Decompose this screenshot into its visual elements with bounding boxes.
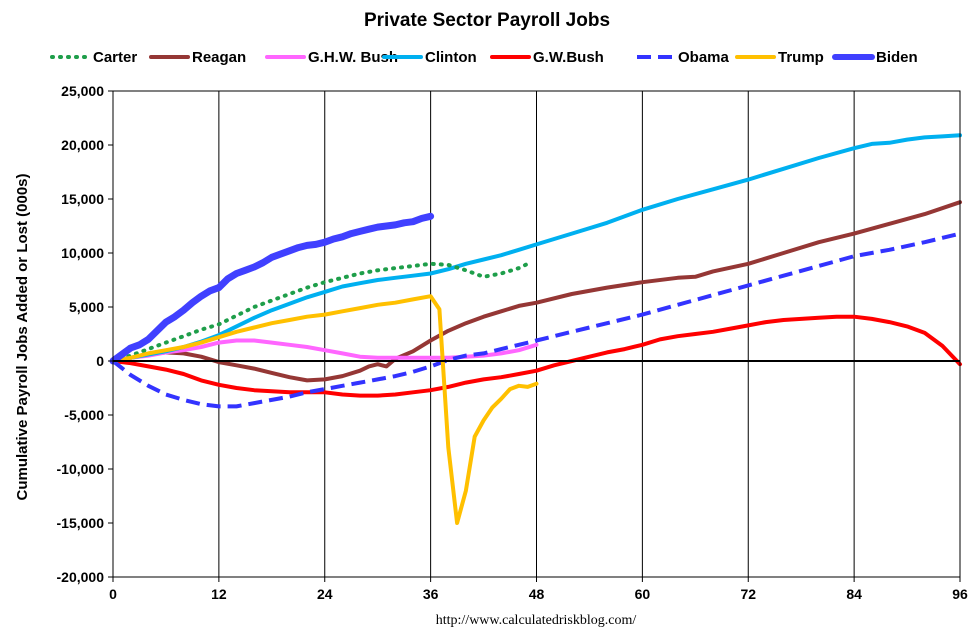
legend-item-g-h-w-bush: G.H.W. Bush bbox=[265, 49, 398, 66]
series-line-carter bbox=[111, 261, 530, 363]
y-tick-label: 15,000 bbox=[61, 191, 104, 207]
legend-label-g-h-w-bush: G.H.W. Bush bbox=[308, 49, 398, 66]
legend-label-clinton: Clinton bbox=[425, 49, 477, 66]
legend-label-biden: Biden bbox=[876, 49, 918, 66]
legend: Carter Reagan G.H.W. Bush Clinton G.W.Bush Ob… bbox=[50, 49, 918, 66]
x-tick-label: 96 bbox=[952, 586, 968, 602]
series-line-g-w-bush bbox=[111, 314, 962, 398]
y-tick-label: -15,000 bbox=[57, 515, 105, 531]
axes: -20,000 -15,000 -10,000 -5,000 0 5,000 10,000 1… bbox=[57, 83, 968, 602]
y-tick-label: 20,000 bbox=[61, 137, 104, 153]
legend-label-g-w-bush: G.W.Bush bbox=[533, 49, 604, 66]
series-line-trump bbox=[111, 294, 539, 525]
y-tick-label: 0 bbox=[96, 353, 104, 369]
x-tick-label: 84 bbox=[846, 586, 862, 602]
y-tick-label: 25,000 bbox=[61, 83, 104, 99]
x-tick-label: 72 bbox=[740, 586, 756, 602]
legend-item-g-w-bush: G.W.Bush bbox=[490, 49, 604, 66]
x-tick-label: 36 bbox=[423, 586, 439, 602]
chart-title: Private Sector Payroll Jobs bbox=[364, 10, 610, 31]
legend-item-reagan: Reagan bbox=[149, 49, 246, 66]
grid bbox=[218, 91, 961, 577]
legend-item-clinton: Clinton bbox=[382, 49, 477, 66]
legend-label-obama: Obama bbox=[678, 49, 730, 66]
legend-label-reagan: Reagan bbox=[192, 49, 246, 66]
x-tick-label: 0 bbox=[109, 586, 117, 602]
y-tick-label: -20,000 bbox=[57, 569, 105, 585]
series-line-reagan bbox=[111, 200, 962, 383]
legend-item-trump: Trump bbox=[735, 49, 824, 66]
series-line-biden bbox=[109, 212, 435, 365]
y-axis-label: Cumulative Payroll Jobs Added or Lost (0… bbox=[14, 173, 31, 500]
x-tick-label: 24 bbox=[317, 586, 333, 602]
y-tick-label: -5,000 bbox=[64, 407, 104, 423]
x-tick-label: 48 bbox=[529, 586, 545, 602]
legend-label-carter: Carter bbox=[93, 49, 137, 66]
legend-item-obama: Obama bbox=[637, 49, 730, 66]
x-tick-label: 12 bbox=[211, 586, 227, 602]
series-lines bbox=[109, 133, 962, 525]
y-tick-label: 10,000 bbox=[61, 245, 104, 261]
y-tick-label: 5,000 bbox=[69, 299, 104, 315]
x-tick-label: 60 bbox=[635, 586, 651, 602]
legend-item-carter: Carter bbox=[50, 49, 137, 66]
y-tick-label: -10,000 bbox=[57, 461, 105, 477]
legend-item-biden: Biden bbox=[832, 49, 918, 66]
legend-label-trump: Trump bbox=[778, 49, 824, 66]
source-url: http://www.calculatedriskblog.com/ bbox=[436, 613, 637, 628]
series-line-obama bbox=[111, 231, 961, 409]
